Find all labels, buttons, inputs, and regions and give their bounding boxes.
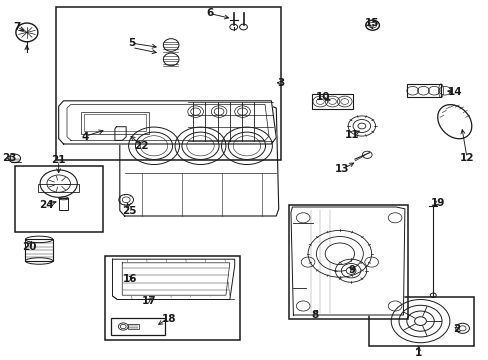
Text: 23: 23 [2, 153, 17, 163]
Text: 3: 3 [277, 78, 284, 88]
Text: 10: 10 [315, 92, 329, 102]
Circle shape [182, 132, 219, 159]
Text: 24: 24 [39, 200, 54, 210]
Bar [368, 297, 473, 346]
Circle shape [325, 243, 354, 265]
Bar [59, 198, 68, 210]
Polygon shape [122, 263, 229, 295]
Circle shape [135, 132, 172, 159]
Bar [288, 205, 407, 319]
Bar [81, 112, 149, 134]
Text: 15: 15 [364, 18, 378, 28]
Polygon shape [120, 104, 278, 216]
Bar [128, 324, 139, 329]
Text: 6: 6 [206, 8, 213, 18]
Bar [311, 94, 352, 109]
Bar [15, 166, 102, 232]
Text: 19: 19 [429, 198, 444, 208]
Text: 7: 7 [13, 22, 21, 32]
Circle shape [228, 132, 265, 159]
Bar [56, 7, 281, 160]
Text: 4: 4 [81, 132, 89, 142]
Circle shape [346, 267, 355, 274]
Polygon shape [115, 127, 126, 140]
Text: 16: 16 [122, 274, 137, 284]
Bar [38, 184, 79, 192]
Text: 2: 2 [453, 324, 460, 334]
Text: 22: 22 [134, 141, 149, 151]
Text: 18: 18 [161, 314, 176, 324]
Bar [84, 114, 145, 131]
Text: 20: 20 [22, 242, 37, 252]
Text: 17: 17 [142, 296, 156, 306]
Text: 11: 11 [344, 130, 359, 140]
Text: 5: 5 [128, 38, 135, 48]
Polygon shape [290, 207, 404, 315]
Text: 21: 21 [51, 155, 66, 165]
Circle shape [357, 123, 365, 129]
Polygon shape [429, 108, 473, 133]
Text: 12: 12 [459, 153, 473, 163]
Text: 25: 25 [122, 206, 137, 216]
Text: 13: 13 [334, 164, 349, 174]
Bar [406, 84, 440, 97]
Text: 14: 14 [447, 87, 461, 97]
Polygon shape [112, 259, 234, 300]
Polygon shape [59, 101, 276, 144]
Text: 1: 1 [414, 348, 421, 358]
Bar [111, 318, 165, 335]
Bar [105, 256, 239, 340]
Text: 9: 9 [348, 265, 355, 275]
Bar [25, 239, 53, 261]
Text: 8: 8 [311, 310, 318, 320]
